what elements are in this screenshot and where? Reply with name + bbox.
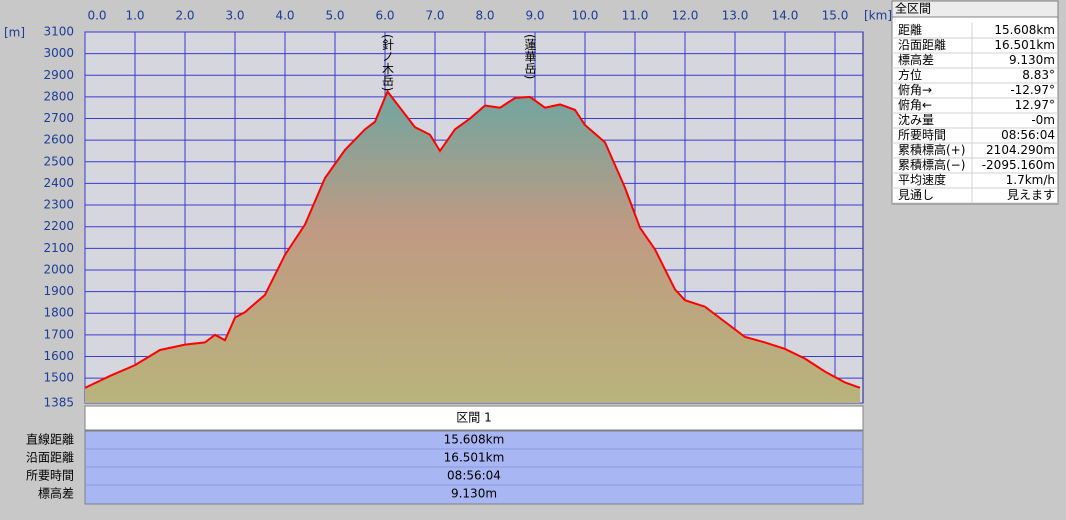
y-tick-label: 2200 bbox=[43, 219, 74, 233]
panel-value: 見えます bbox=[1007, 188, 1055, 202]
x-tick-label: 4.0 bbox=[275, 9, 294, 23]
y-tick-label: 1500 bbox=[43, 371, 74, 385]
panel-value: 1.7km/h bbox=[1006, 173, 1055, 187]
profile-line bbox=[84, 89, 861, 389]
panel-label: 累積標高(+) bbox=[898, 142, 965, 157]
profile-area bbox=[85, 91, 860, 403]
y-tick-label: 2000 bbox=[43, 262, 74, 276]
y-tick-label: 1900 bbox=[43, 284, 74, 298]
panel-label: 見通し bbox=[898, 188, 934, 202]
panel-label: 方位 bbox=[898, 67, 922, 82]
panel-value: 8.83° bbox=[1022, 68, 1055, 82]
x-tick-label: 2.0 bbox=[175, 9, 194, 23]
panel-value: 9.130m bbox=[1009, 53, 1055, 67]
panel-label: 平均速度 bbox=[898, 172, 946, 187]
peak-label: (蓮華岳) bbox=[523, 34, 537, 79]
x-tick-label: 14.0 bbox=[772, 9, 799, 23]
plot bbox=[84, 31, 863, 404]
panel-label: 沈み量 bbox=[898, 112, 934, 127]
y-tick-label: 2100 bbox=[43, 241, 74, 255]
y-unit: [m] bbox=[4, 26, 25, 40]
y-tick-label: 2600 bbox=[43, 133, 74, 147]
y-tick-label: 3100 bbox=[43, 25, 74, 39]
x-tick-label: 11.0 bbox=[622, 9, 649, 23]
y-tick-label: 2800 bbox=[43, 89, 74, 103]
section-table: 区間 1 直線距離 15.608km 沿面距離 16.501km 所要時間 08:56:04… bbox=[26, 405, 864, 505]
x-tick-label: 12.0 bbox=[672, 9, 699, 23]
panel-value: 2104.290m bbox=[986, 143, 1055, 157]
row-value: 15.608km bbox=[444, 433, 505, 447]
panel-label: 沿面距離 bbox=[898, 38, 946, 52]
row-value: 08:56:04 bbox=[447, 469, 501, 483]
x-tick-label: 10.0 bbox=[572, 9, 599, 23]
y-tick-label: 2500 bbox=[43, 154, 74, 168]
panel-value: 15.608km bbox=[994, 23, 1055, 37]
panel-title: 全区間 bbox=[895, 1, 931, 16]
y-tick-label: 2700 bbox=[43, 111, 74, 125]
table-header-cell bbox=[84, 405, 864, 431]
row-value: 9.130m bbox=[451, 487, 497, 501]
y-tick-label: 2400 bbox=[43, 176, 74, 190]
row-label: 標高差 bbox=[38, 486, 74, 501]
panel-label: 累積標高(−) bbox=[898, 157, 965, 172]
panel-label: 所要時間 bbox=[898, 128, 946, 142]
y-tick-label: 2900 bbox=[43, 68, 74, 82]
y-tick-label: 1600 bbox=[43, 349, 74, 363]
x-tick-label: 3.0 bbox=[225, 9, 244, 23]
row-label: 沿面距離 bbox=[26, 451, 74, 465]
peak-label: (針ノ木岳) bbox=[381, 34, 395, 91]
y-tick-label: 2300 bbox=[43, 198, 74, 212]
panel-value: -2095.160m bbox=[982, 158, 1055, 172]
panel-label: 俯角→ bbox=[898, 82, 932, 97]
panel-value: -0m bbox=[1031, 113, 1055, 127]
panel-title-bar bbox=[891, 0, 1059, 18]
x-tick-label: 1.0 bbox=[125, 9, 144, 23]
panel-value: 12.97° bbox=[1015, 98, 1055, 112]
panel-label: 俯角← bbox=[898, 97, 932, 112]
panel-background bbox=[891, 0, 1059, 205]
x-tick-label: 9.0 bbox=[525, 9, 544, 23]
panel-value: 08:56:04 bbox=[1001, 128, 1055, 142]
y-tick-label: 1800 bbox=[43, 306, 74, 320]
panel-label: 標高差 bbox=[898, 52, 934, 67]
x-tick-label: 8.0 bbox=[475, 9, 494, 23]
panel-value: -12.97° bbox=[1010, 83, 1055, 97]
y-tick-label: 1700 bbox=[43, 327, 74, 341]
panel-value: 16.501km bbox=[994, 38, 1055, 52]
y-tick-label: 3000 bbox=[43, 46, 74, 60]
y-tick-label: 1385 bbox=[43, 396, 74, 410]
panel-label: 距離 bbox=[898, 23, 922, 37]
row-label: 直線距離 bbox=[26, 432, 74, 447]
x-tick-label: 15.0 bbox=[822, 9, 849, 23]
row-value: 16.501km bbox=[444, 451, 505, 465]
x-tick-label: 6.0 bbox=[375, 9, 394, 23]
row-label: 所要時間 bbox=[26, 469, 74, 483]
x-tick-label: 13.0 bbox=[722, 9, 749, 23]
x-tick-label: 0.0 bbox=[87, 9, 106, 23]
x-tick-label: 5.0 bbox=[325, 9, 344, 23]
x-tick-label: 7.0 bbox=[425, 9, 444, 23]
x-unit: [km] bbox=[864, 9, 892, 23]
table-header: 区間 1 bbox=[456, 411, 491, 425]
